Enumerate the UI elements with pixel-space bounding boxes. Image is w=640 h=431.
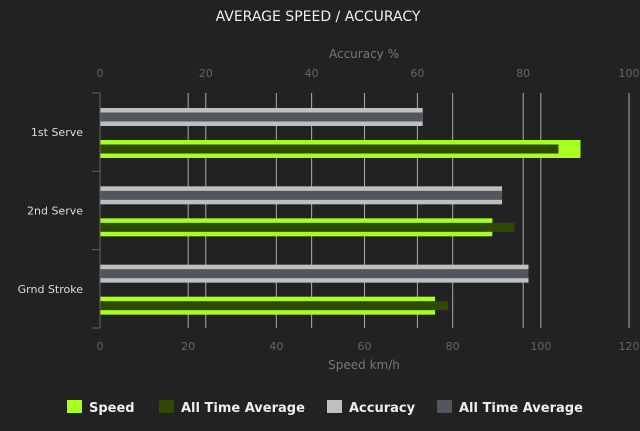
speed-axis-label: Speed km/h	[328, 358, 400, 372]
category-label: 1st Serve	[31, 126, 83, 139]
legend-swatch	[159, 400, 174, 413]
speed-tick-label: 100	[530, 340, 551, 353]
accuracy-tick-label: 60	[410, 67, 424, 80]
speed-tick-label: 80	[446, 340, 460, 353]
category-label: 2nd Serve	[27, 205, 83, 218]
legend-label: All Time Average	[459, 401, 583, 416]
speed-tick-label: 120	[619, 340, 640, 353]
legend-label: All Time Average	[181, 401, 305, 416]
speed-tick-label: 60	[358, 340, 372, 353]
category-label: Grnd Stroke	[18, 283, 84, 296]
accuracy-tick-label: 0	[97, 67, 104, 80]
speed-average-bar	[100, 301, 449, 311]
accuracy-tick-label: 80	[516, 67, 530, 80]
legend-swatch	[67, 400, 82, 413]
legend-label: Speed	[89, 401, 135, 416]
accuracy-average-bar	[100, 269, 529, 279]
legend-swatch	[437, 400, 452, 413]
speed-tick-label: 40	[269, 340, 283, 353]
accuracy-tick-label: 40	[305, 67, 319, 80]
accuracy-tick-label: 20	[199, 67, 213, 80]
legend-swatch	[327, 400, 342, 413]
speed-average-bar	[100, 144, 559, 154]
chart-title: AVERAGE SPEED / ACCURACY	[216, 9, 421, 25]
accuracy-axis-label: Accuracy %	[329, 47, 399, 61]
speed-average-bar	[100, 222, 515, 232]
speed-tick-label: 0	[97, 340, 104, 353]
speed-tick-label: 20	[181, 340, 195, 353]
accuracy-average-bar	[100, 112, 423, 122]
accuracy-tick-label: 100	[619, 67, 640, 80]
accuracy-average-bar	[100, 190, 503, 200]
legend-label: Accuracy	[349, 401, 416, 416]
